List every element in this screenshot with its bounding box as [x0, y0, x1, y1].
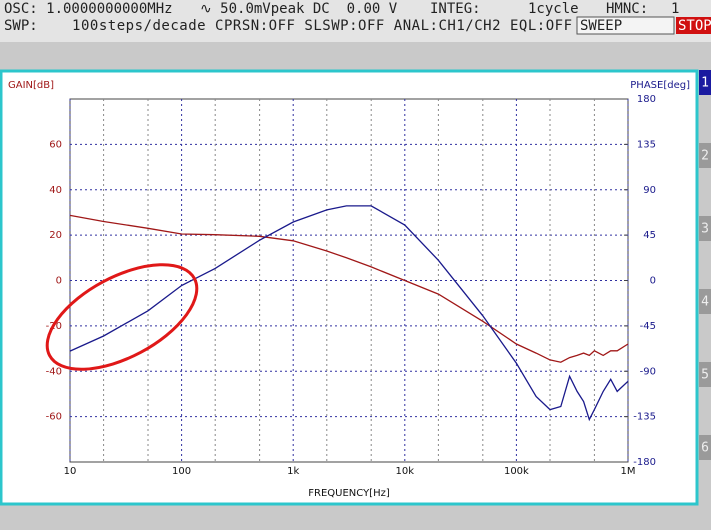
- stop-button[interactable]: [676, 17, 711, 34]
- y-tick-label: 40: [49, 185, 62, 196]
- side-tab[interactable]: [699, 70, 711, 95]
- x-tick-label: 10: [64, 466, 77, 477]
- y2-tick-label: 45: [643, 230, 656, 241]
- hmnc: HMNC:: [606, 1, 648, 17]
- y-axis-label: GAIN[dB]: [8, 80, 54, 91]
- y2-tick-label: 0: [650, 276, 656, 287]
- y-tick-label: 0: [56, 276, 62, 287]
- y-tick-label: 60: [49, 139, 62, 150]
- hmnc-value: 1: [671, 1, 679, 17]
- y2-tick-label: -135: [633, 412, 656, 423]
- side-tab-label[interactable]: 4: [701, 295, 709, 310]
- amplitude: ∿ 50.0mVpeak DC 0.00 V: [200, 1, 398, 17]
- sweep-label[interactable]: SWEEP: [580, 18, 622, 34]
- y-tick-label: -60: [46, 412, 62, 423]
- y2-tick-label: 90: [643, 185, 656, 196]
- sweep-box[interactable]: [576, 16, 675, 35]
- osc: OSC: 1.0000000000MHz: [4, 1, 173, 17]
- integ: INTEG:: [430, 1, 481, 17]
- side-tab-label[interactable]: 2: [701, 149, 709, 164]
- integ-value: 1cycle: [528, 1, 579, 17]
- swp-settings: 100steps/decade CPRSN:OFF SLSWP:OFF ANAL…: [72, 18, 572, 34]
- y2-tick-label: 180: [637, 94, 656, 105]
- side-tab[interactable]: [699, 362, 711, 387]
- y2-tick-label: 135: [637, 139, 656, 150]
- highlight-ellipse: [45, 263, 199, 371]
- series-line: [69, 205, 629, 422]
- y2-tick-label: -90: [640, 366, 656, 377]
- side-tab-label[interactable]: 3: [701, 222, 709, 237]
- side-tab-label[interactable]: 1: [701, 76, 709, 91]
- y2-axis-label: PHASE[deg]: [630, 80, 690, 91]
- x-tick-label: 1M: [621, 466, 636, 477]
- x-tick-label: 1k: [287, 466, 299, 477]
- side-tab[interactable]: [699, 216, 711, 241]
- chart-frame: [0, 69, 699, 506]
- side-tab-label[interactable]: 6: [701, 441, 709, 456]
- x-tick-label: 100: [172, 466, 191, 477]
- x-axis-label: FREQUENCY[Hz]: [308, 488, 390, 499]
- x-tick-label: 100k: [504, 466, 529, 477]
- x-tick-label: 10k: [396, 466, 415, 477]
- side-tab[interactable]: [699, 143, 711, 168]
- y2-tick-label: -180: [633, 457, 656, 468]
- y-tick-label: 20: [49, 230, 62, 241]
- side-tab[interactable]: [699, 435, 711, 460]
- swp: SWP:: [4, 18, 38, 34]
- side-tab[interactable]: [699, 289, 711, 314]
- series-line: [69, 214, 629, 363]
- stop-label[interactable]: STOP: [678, 18, 711, 34]
- side-tab-label[interactable]: 5: [701, 368, 709, 383]
- y2-tick-label: -45: [640, 321, 656, 332]
- y-tick-label: -40: [46, 366, 62, 377]
